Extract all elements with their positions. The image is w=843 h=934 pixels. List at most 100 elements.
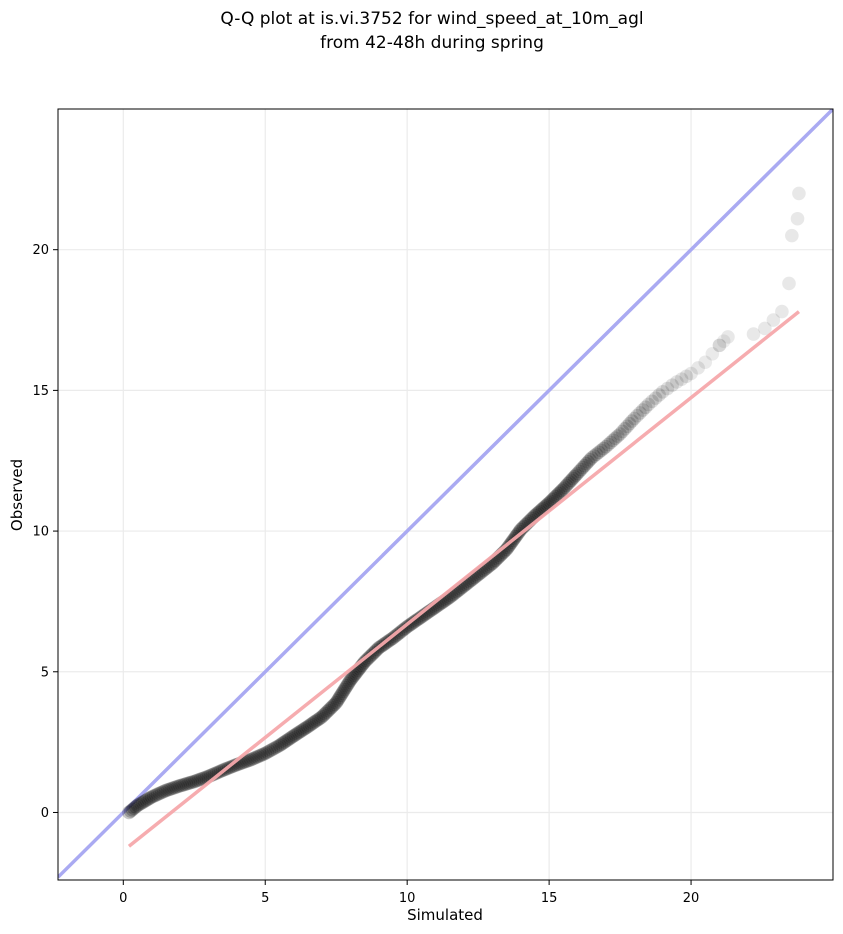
- qq-point: [679, 369, 694, 384]
- qq-tail-point: [785, 228, 799, 243]
- qq-point: [130, 798, 145, 813]
- qq-point: [346, 670, 360, 684]
- qq-point: [169, 780, 183, 794]
- qq-point: [411, 612, 425, 627]
- grid-lines: [58, 109, 833, 880]
- qq-point: [139, 793, 154, 807]
- qq-point: [290, 726, 304, 741]
- qq-point: [318, 706, 332, 721]
- qq-point: [281, 732, 296, 747]
- qq-point: [195, 771, 210, 786]
- x-tick-label: 10: [399, 891, 416, 906]
- qq-point: [134, 796, 148, 811]
- qq-point: [256, 747, 271, 762]
- qq-point: [187, 774, 202, 789]
- qq-point: [405, 616, 420, 630]
- qq-point: [553, 485, 567, 499]
- y-axis-ticks: 0 5 10 15 20: [32, 243, 58, 821]
- qq-point: [189, 773, 204, 788]
- qq-point: [181, 776, 195, 791]
- qq-point: [360, 651, 375, 666]
- qq-point: [584, 451, 599, 465]
- fit-line: [127, 310, 801, 848]
- qq-point: [548, 489, 563, 504]
- qq-point: [558, 480, 572, 494]
- qq-point: [501, 540, 515, 555]
- qq-point: [171, 779, 185, 794]
- qq-point: [274, 737, 289, 752]
- qq-point: [652, 388, 666, 402]
- qq-point: [562, 475, 577, 489]
- qq-point: [336, 684, 351, 699]
- qq-point: [331, 692, 346, 706]
- y-tick-label: 20: [32, 243, 49, 258]
- qq-point: [577, 458, 592, 473]
- qq-point: [620, 419, 634, 434]
- qq-point: [228, 758, 242, 773]
- qq-point: [250, 750, 264, 764]
- qq-point: [330, 694, 345, 708]
- qq-point: [327, 697, 342, 712]
- qq-point: [276, 736, 290, 750]
- y-tick-label: 5: [41, 665, 49, 680]
- qq-point: [167, 780, 181, 795]
- qq-point: [161, 783, 175, 797]
- qq-point: [589, 447, 604, 461]
- qq-point: [332, 690, 347, 704]
- qq-point: [309, 713, 324, 728]
- qq-tail-point: [790, 211, 805, 226]
- qq-tail-point: [746, 327, 761, 341]
- qq-point: [127, 801, 141, 816]
- qq-point: [610, 429, 625, 443]
- data-points: [122, 186, 806, 848]
- qq-point: [173, 778, 187, 793]
- qq-point: [272, 738, 287, 753]
- qq-point: [357, 655, 372, 669]
- qq-point: [286, 729, 301, 743]
- qq-point: [144, 790, 159, 804]
- x-axis-label: Simulated: [407, 906, 483, 924]
- qq-point: [608, 431, 623, 446]
- qq-point: [295, 723, 310, 737]
- qq-point: [293, 724, 308, 739]
- qq-point: [159, 783, 173, 798]
- qq-point: [674, 372, 689, 386]
- qq-point: [146, 789, 161, 803]
- qq-point: [587, 449, 601, 463]
- qq-point: [128, 800, 143, 814]
- qq-point: [716, 334, 731, 348]
- qq-point: [572, 464, 587, 479]
- qq-point: [288, 727, 303, 742]
- qq-point: [554, 483, 569, 498]
- qq-point: [641, 397, 656, 412]
- qq-point: [341, 677, 355, 691]
- qq-point: [137, 794, 152, 809]
- qq-point: [165, 781, 179, 796]
- qq-point: [313, 711, 328, 725]
- qq-point: [244, 752, 258, 767]
- qq-tail-point: [721, 330, 735, 344]
- qq-point: [308, 714, 322, 729]
- qq-point: [564, 473, 578, 488]
- qq-point: [143, 791, 157, 805]
- qq-point: [123, 804, 138, 818]
- qq-point: [209, 766, 224, 780]
- plot-area: [57, 108, 834, 881]
- qq-point: [625, 414, 639, 428]
- qq-point: [645, 394, 659, 409]
- qq-point: [177, 777, 191, 792]
- qq-point: [638, 400, 653, 415]
- reference-lines: [58, 109, 833, 879]
- qq-point: [635, 403, 650, 417]
- qq-point: [283, 731, 297, 746]
- qq-point: [321, 703, 336, 718]
- qq-point: [622, 416, 637, 431]
- x-tick-label: 0: [119, 891, 127, 906]
- qq-point: [264, 743, 279, 757]
- qq-point: [412, 611, 427, 625]
- qq-point: [315, 709, 329, 724]
- y-axis-label: Observed: [8, 459, 26, 531]
- qq-point: [340, 679, 354, 693]
- qq-point: [567, 470, 582, 484]
